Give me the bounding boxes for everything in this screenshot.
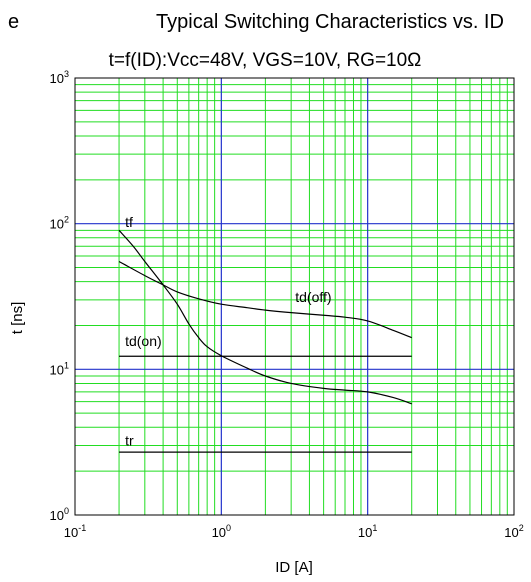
annotation-layer: tf td(off) td(on) tr bbox=[125, 214, 331, 449]
x-tick-label: 100 bbox=[212, 523, 231, 540]
curve-label-td-off: td(off) bbox=[295, 289, 331, 305]
x-tick-label: 101 bbox=[358, 523, 377, 540]
x-tick-label: 10-1 bbox=[64, 523, 86, 540]
y-axis-label: t [ns] bbox=[9, 302, 26, 335]
chart-subtitle: t=f(ID):Vcc=48V, VGS=10V, RG=10Ω bbox=[109, 50, 422, 71]
series-layer bbox=[118, 229, 412, 453]
y-tick-label: 101 bbox=[50, 360, 69, 377]
y-tick-label: 102 bbox=[50, 215, 69, 232]
x-tick-labels: 10-1 100 101 102 bbox=[64, 523, 524, 540]
y-tick-labels: 100 101 102 103 bbox=[50, 69, 69, 523]
chart-title: Typical Switching Characteristics vs. ID bbox=[156, 11, 504, 33]
curve-label-tr: tr bbox=[125, 432, 134, 448]
x-tick-label: 102 bbox=[504, 523, 523, 540]
y-tick-label: 100 bbox=[50, 506, 69, 523]
major-grid bbox=[75, 78, 514, 515]
x-axis-label: ID [A] bbox=[275, 559, 313, 576]
curve-label-tf: tf bbox=[125, 214, 133, 230]
series-line-td-off bbox=[118, 260, 412, 339]
curve-label-td-on: td(on) bbox=[125, 333, 162, 349]
panel-letter: e bbox=[8, 11, 19, 33]
minor-grid bbox=[75, 78, 514, 515]
plot-frame bbox=[74, 77, 515, 516]
y-tick-label: 103 bbox=[50, 69, 69, 86]
